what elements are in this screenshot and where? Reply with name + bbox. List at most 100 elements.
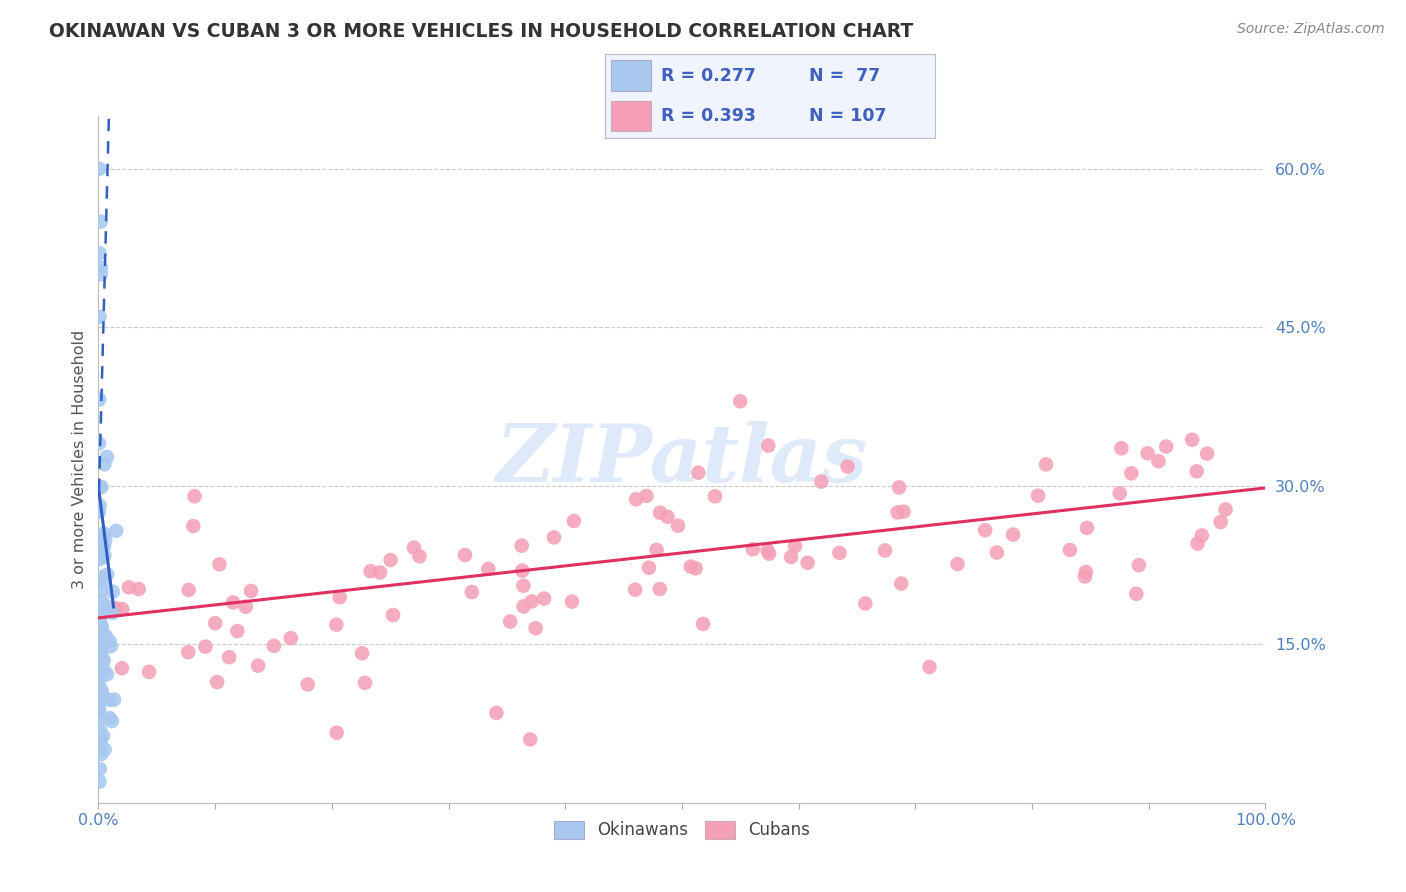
Point	[1197, 447, 1219, 461]
Point	[90, 639, 112, 653]
Point	[87, 480, 110, 494]
Point	[90, 214, 112, 228]
Point	[90, 551, 112, 566]
Point	[177, 645, 200, 659]
Point	[704, 489, 727, 503]
Point	[93, 537, 115, 551]
Point	[512, 579, 534, 593]
Point	[1108, 486, 1130, 500]
Point	[91, 574, 114, 589]
Point	[91, 535, 114, 549]
Point	[893, 505, 915, 519]
Point	[1128, 558, 1150, 573]
Point	[93, 742, 115, 756]
Point	[226, 624, 249, 638]
Point	[93, 604, 115, 618]
Point	[519, 732, 541, 747]
Point	[118, 580, 141, 594]
Point	[128, 582, 150, 596]
Point	[461, 585, 484, 599]
Point	[87, 703, 110, 717]
Point	[512, 599, 534, 614]
Point	[524, 621, 547, 635]
Point	[91, 632, 114, 646]
Point	[533, 591, 555, 606]
Point	[98, 634, 121, 648]
Point	[828, 546, 851, 560]
Point	[89, 632, 111, 646]
Point	[90, 594, 112, 608]
Point	[89, 731, 111, 746]
Point	[94, 629, 117, 643]
Point	[685, 561, 707, 575]
Point	[103, 692, 125, 706]
Point	[90, 643, 112, 657]
Point	[783, 539, 806, 553]
Point	[780, 549, 803, 564]
Point	[101, 714, 124, 728]
Point	[89, 630, 111, 644]
Point	[756, 543, 779, 558]
Point	[183, 489, 205, 503]
Point	[499, 615, 522, 629]
Text: N =  77: N = 77	[810, 67, 880, 85]
Point	[325, 725, 347, 739]
Point	[1035, 458, 1057, 472]
Point	[297, 677, 319, 691]
Point	[648, 582, 671, 596]
Point	[89, 774, 111, 789]
Point	[280, 631, 302, 645]
Point	[90, 683, 112, 698]
Point	[218, 650, 240, 665]
Point	[177, 582, 200, 597]
Point	[87, 436, 110, 450]
Point	[1215, 502, 1237, 516]
Point	[485, 706, 508, 720]
Point	[181, 519, 204, 533]
Point	[325, 617, 347, 632]
Point	[208, 558, 231, 572]
Point	[329, 591, 352, 605]
Point	[96, 567, 118, 582]
Point	[90, 648, 112, 663]
Point	[89, 499, 111, 513]
Point	[887, 480, 910, 494]
Point	[796, 556, 818, 570]
Point	[93, 541, 115, 555]
Point	[138, 665, 160, 679]
Point	[90, 620, 112, 634]
Point	[1209, 515, 1232, 529]
Point	[679, 559, 702, 574]
Point	[87, 701, 110, 715]
Point	[810, 475, 832, 489]
Point	[194, 640, 217, 654]
Point	[624, 582, 647, 597]
Point	[853, 597, 876, 611]
Point	[946, 557, 969, 571]
Point	[510, 539, 533, 553]
Point	[89, 161, 111, 176]
Point	[1181, 433, 1204, 447]
Point	[520, 594, 543, 608]
Point	[741, 542, 763, 557]
Point	[90, 747, 112, 761]
Point	[96, 667, 118, 681]
Legend: Okinawans, Cubans: Okinawans, Cubans	[547, 814, 817, 846]
Point	[90, 570, 112, 584]
Point	[89, 711, 111, 725]
Point	[247, 658, 270, 673]
Point	[94, 633, 117, 648]
Point	[1191, 528, 1213, 542]
Point	[758, 547, 780, 561]
Point	[87, 675, 110, 690]
Point	[510, 564, 533, 578]
Point	[111, 661, 134, 675]
Point	[101, 606, 124, 620]
Point	[1147, 454, 1170, 468]
FancyBboxPatch shape	[612, 101, 651, 131]
Point	[1136, 446, 1159, 460]
Point	[222, 595, 245, 609]
Point	[974, 523, 997, 537]
Point	[408, 549, 430, 564]
Point	[93, 458, 115, 472]
